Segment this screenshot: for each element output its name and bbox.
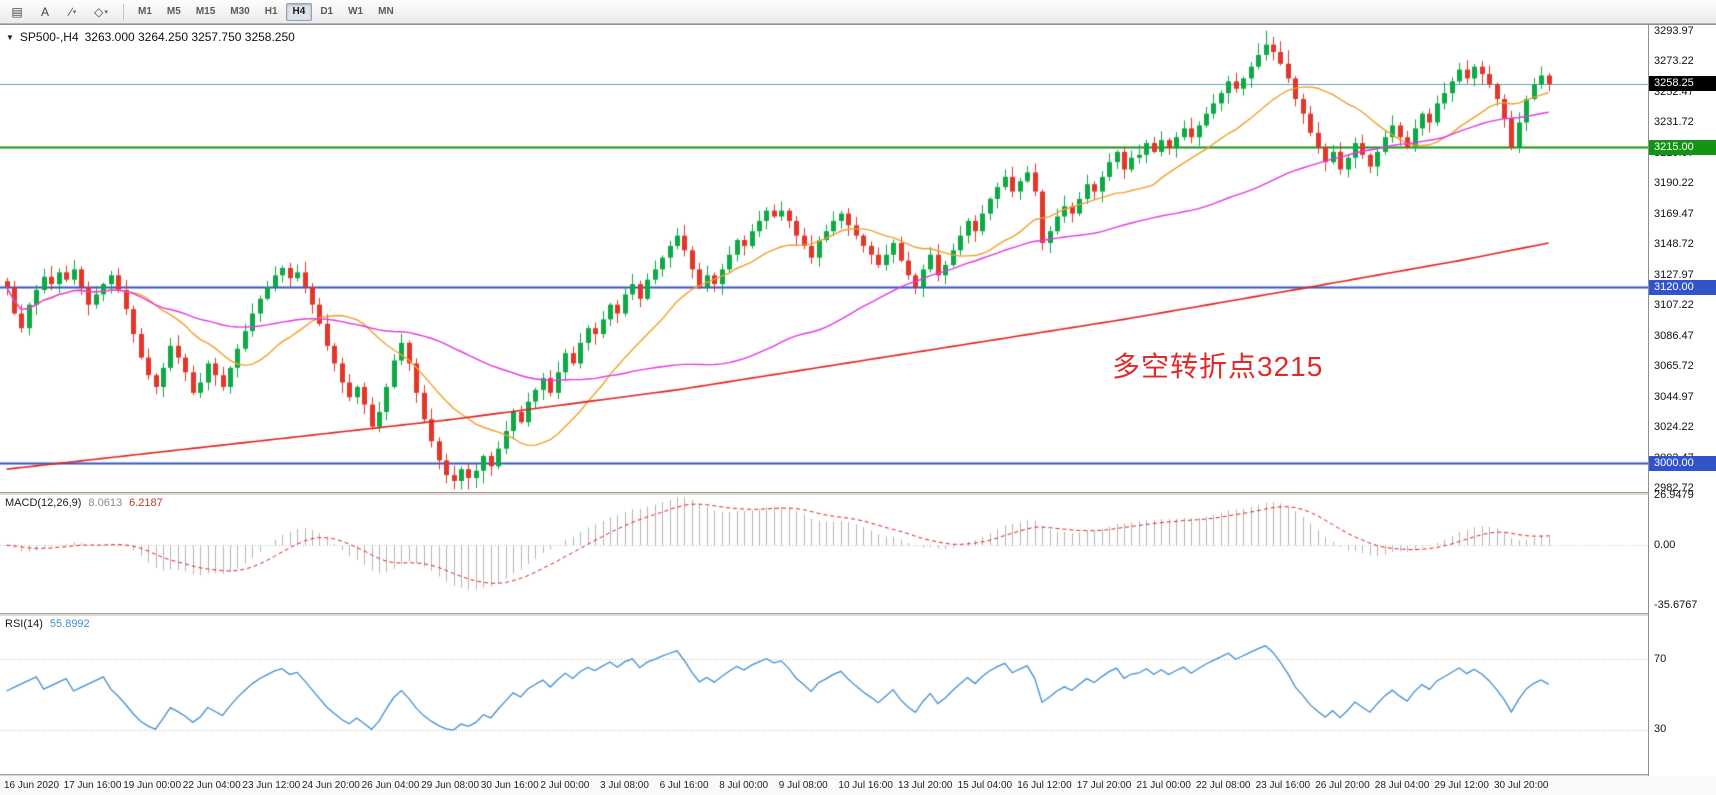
rsi-axis-label: 70 [1654,652,1667,665]
price-level-badge: 3258.25 [1649,76,1716,92]
chart-title-row: ▼ SP500-,H4 3263.000 3264.250 3257.750 3… [6,30,295,44]
chevron-down-icon[interactable]: ▼ [6,32,14,42]
price-axis-label: 3190.22 [1654,177,1694,190]
macd-name: MACD(12,26,9) [5,497,82,509]
pane-separator[interactable] [0,492,1716,495]
macd-axis-label: 26.9479 [1654,489,1694,502]
time-axis-label: 23 Jul 16:00 [1255,780,1311,791]
chart-annotation-text: 多空转折点3215 [1112,351,1324,382]
time-axis-label: 22 Jul 08:00 [1196,780,1251,791]
time-axis-label: 30 Jun 16:00 [480,780,539,791]
time-axis[interactable]: 16 Jun 2020 17 Jun 16:00 19 Jun 00:00 22 Ju… [0,776,1716,795]
time-axis-label: 10 Jul 16:00 [838,780,893,791]
time-axis-label: 26 Jun 04:00 [361,780,420,791]
macd-axis-label: 0.00 [1654,538,1676,551]
price-level-badge: 3000.00 [1649,455,1716,471]
price-axis-label: 3148.72 [1654,238,1694,251]
toolbar-tools: ▤ A ∕ ▾ ◇ ▾ [4,1,116,23]
rsi-axis-label: 30 [1654,723,1667,736]
toolbar: ▤ A ∕ ▾ ◇ ▾ M1 M5 M15 M30 H1 H4 D1 W1 MN [0,0,1716,24]
time-axis-label: 17 Jun 16:00 [63,780,122,791]
time-axis-label: 15 Jul 04:00 [957,780,1013,791]
time-axis-label: 24 Jun 20:00 [302,780,360,791]
chart-window: ▼ SP500-,H4 3263.000 3264.250 3257.750 3… [0,24,1716,795]
time-axis-label: 6 Jul 16:00 [659,780,709,791]
price-axis-label: 3086.47 [1654,329,1694,342]
time-axis-label: 16 Jul 12:00 [1017,780,1072,791]
ohlc-values: 3263.000 3264.250 3257.750 3258.250 [84,30,295,44]
price-axis-label: 3024.22 [1654,421,1694,434]
timeframe-m1-button[interactable]: M1 [138,5,152,17]
toolbar-separator [123,3,124,20]
timeframe-h4-button[interactable]: H4 [285,2,313,21]
timeframe-d1-button[interactable]: D1 [320,5,334,17]
rsi-value: 55.8992 [49,618,90,630]
price-level-badge: 3215.00 [1649,139,1716,155]
time-axis-label: 29 Jul 12:00 [1434,780,1489,791]
shapes-tool-icon[interactable]: ◇ ▾ [94,4,108,19]
time-axis-label: 28 Jul 04:00 [1374,780,1430,791]
price-level-badge: 3120.00 [1649,279,1716,295]
macd-main-value: 8.0613 [88,497,123,509]
price-axis-label: 3107.22 [1654,299,1694,312]
time-axis-label: 22 Jun 04:00 [182,780,241,791]
time-axis-label: 8 Jul 00:00 [719,780,769,791]
macd-axis-label: -35.6767 [1654,599,1698,611]
time-axis-label: 17 Jul 20:00 [1076,780,1132,791]
timeframe-mn-button[interactable]: MN [378,5,394,17]
rsi-name: RSI(14) [5,618,43,630]
time-axis-label: 16 Jun 2020 [4,780,60,791]
pane-separator[interactable] [0,774,1716,777]
macd-signal-value: 6.2187 [129,497,163,509]
time-axis-label: 26 Jul 20:00 [1315,780,1370,791]
time-axis-label: 23 Jun 12:00 [242,780,301,791]
price-axis-label: 3293.97 [1654,24,1694,37]
time-axis-label: 29 Jun 08:00 [421,780,480,791]
timeframe-w1-button[interactable]: W1 [348,5,364,17]
rsi-chart[interactable] [0,615,1648,774]
price-axis-label: 3044.97 [1654,390,1694,403]
timeframe-m15-button[interactable]: M15 [195,5,216,17]
symbol-title: SP500-,H4 [19,30,79,44]
time-axis-label: 9 Jul 08:00 [778,780,828,791]
price-axis-label: 3169.47 [1654,207,1694,220]
text-label-icon[interactable]: A [40,4,49,19]
time-axis-label: 3 Jul 08:00 [600,780,649,791]
macd-indicator-title: MACD(12,26,9) 8.0613 6.2187 [5,497,163,509]
time-axis-label: 19 Jun 00:00 [123,780,182,791]
price-chart[interactable] [0,27,1648,492]
time-axis-label: 30 Jul 20:00 [1494,780,1549,791]
macd-chart[interactable] [0,494,1648,613]
timeframe-h1-button[interactable]: H1 [264,5,278,17]
timeframe-m5-button[interactable]: M5 [166,5,181,17]
price-axis-label: 3065.72 [1654,360,1694,373]
rsi-indicator-title: RSI(14) 55.8992 [5,618,90,630]
time-axis-label: 13 Jul 20:00 [898,780,953,791]
timeframe-m30-button[interactable]: M30 [230,5,250,17]
timeframe-group: M1 M5 M15 M30 H1 H4 D1 W1 MN [131,2,402,21]
price-axis-label: 3273.22 [1654,55,1694,68]
time-axis-label: 2 Jul 00:00 [540,780,590,791]
price-axis-label: 3127.97 [1654,268,1694,281]
price-axis-label: 3231.72 [1654,116,1694,129]
price-axis-label: 2982.72 [1654,482,1694,495]
trendline-tool-icon[interactable]: ∕ ▾ [69,4,77,19]
price-axis[interactable]: 3293.973273.223252.473231.723210.973190.… [1648,25,1716,776]
chart-list-icon[interactable]: ▤ [11,4,23,19]
pane-separator[interactable] [0,613,1716,616]
time-axis-label: 21 Jul 00:00 [1136,780,1191,791]
